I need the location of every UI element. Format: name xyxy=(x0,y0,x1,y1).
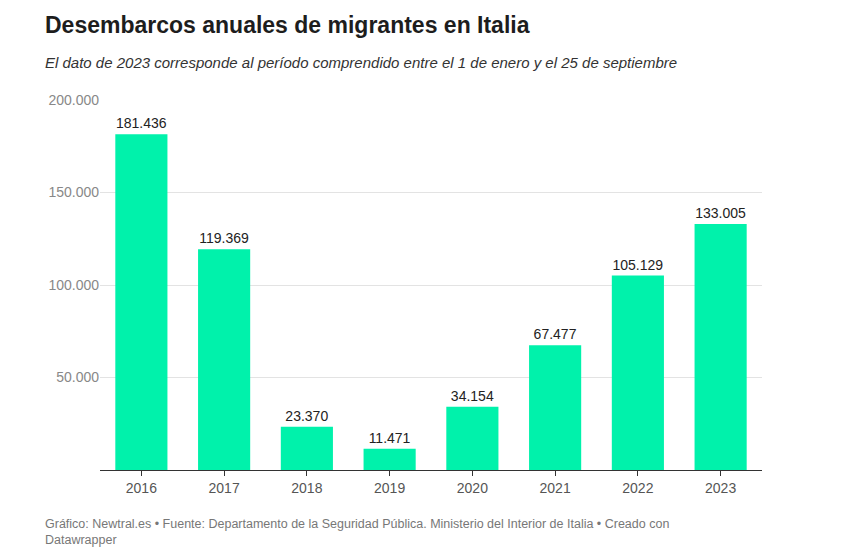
svg-text:2016: 2016 xyxy=(126,480,157,496)
svg-text:2021: 2021 xyxy=(540,480,571,496)
html-text:El dato de 2023 corresponde al: El dato de 2023 corresponde al período c… xyxy=(45,54,678,71)
svg-text:105.129: 105.129 xyxy=(612,257,663,273)
html-text:Desembarcos anuales de migrant: Desembarcos anuales de migrantes en Ital… xyxy=(45,12,530,38)
svg-text:2018: 2018 xyxy=(291,480,322,496)
svg-text:67.477: 67.477 xyxy=(534,326,577,342)
svg-text:34.154: 34.154 xyxy=(451,388,494,404)
svg-text:23.370: 23.370 xyxy=(285,408,328,424)
svg-text:100.000: 100.000 xyxy=(48,277,99,293)
svg-text:2020: 2020 xyxy=(457,480,488,496)
svg-text:133.005: 133.005 xyxy=(695,205,746,221)
svg-text:2019: 2019 xyxy=(374,480,405,496)
svg-text:119.369: 119.369 xyxy=(199,230,249,246)
svg-text:2022: 2022 xyxy=(622,480,653,496)
svg-text:2023: 2023 xyxy=(705,480,736,496)
svg-text:2017: 2017 xyxy=(209,480,240,496)
svg-text:150.000: 150.000 xyxy=(48,184,99,200)
html-text:Gráfico: Newtral.es • Fuente:: Gráfico: Newtral.es • Fuente: Departamen… xyxy=(45,517,670,547)
svg-text:181.436: 181.436 xyxy=(116,115,167,131)
svg-text:50.000: 50.000 xyxy=(56,369,99,385)
svg-text:200.000: 200.000 xyxy=(48,92,99,108)
svg-text:11.471: 11.471 xyxy=(369,430,411,446)
